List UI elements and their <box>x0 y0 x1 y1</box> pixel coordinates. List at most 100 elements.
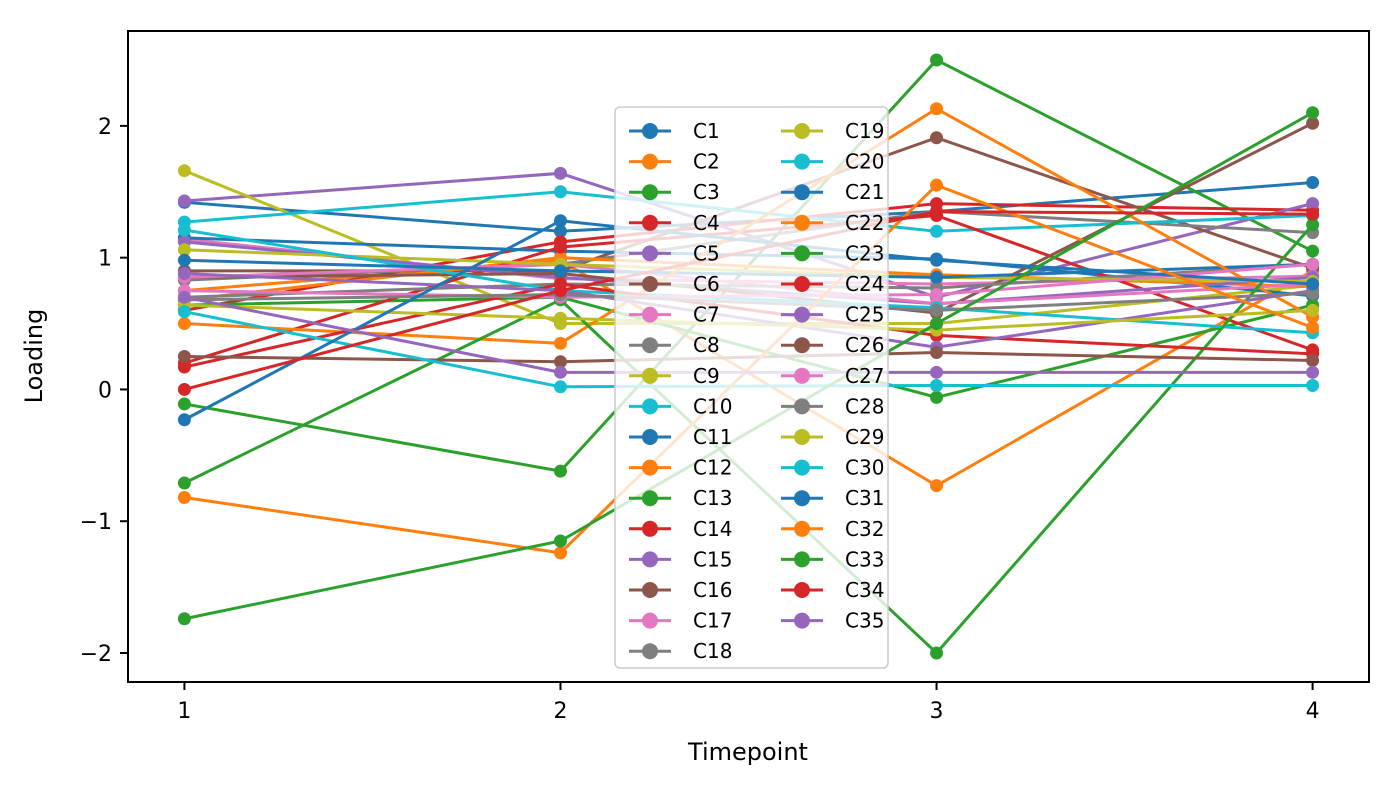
series-marker-C33 <box>553 534 567 548</box>
series-marker-C31 <box>553 214 567 228</box>
series-marker-C34 <box>553 284 567 298</box>
legend-label-C24: C24 <box>845 272 884 296</box>
series-marker-C32 <box>553 546 567 560</box>
series-marker-C23 <box>930 646 944 660</box>
y-tick-label: −1 <box>80 510 112 535</box>
legend: C1 C2 C3 C4 C5 C6 C7 C8 C9 C10 C11 C12 C13 C14 C15 C16 C… <box>614 106 889 669</box>
legend-label-C7: C7 <box>693 303 720 327</box>
series-marker-C28 <box>1306 286 1320 300</box>
series-marker-C3 <box>553 464 567 478</box>
series-marker-C9 <box>177 164 191 178</box>
legend-item-C14: C14 <box>629 517 732 541</box>
legend-marker-C17 <box>642 612 658 629</box>
legend-marker-C7 <box>642 306 658 323</box>
x-tick-label: 3 <box>930 699 944 724</box>
legend-marker-C9 <box>642 367 658 384</box>
legend-marker-C30 <box>794 459 810 476</box>
legend-label-C25: C25 <box>845 303 884 327</box>
series-marker-C31 <box>177 413 191 427</box>
y-tick-label: 0 <box>98 378 112 403</box>
legend-label-C33: C33 <box>845 547 884 571</box>
legend-marker-C28 <box>794 398 810 415</box>
legend-marker-C18 <box>642 643 658 660</box>
legend-label-C34: C34 <box>845 578 884 602</box>
legend-item-C7: C7 <box>629 303 720 327</box>
legend-marker-C29 <box>794 429 810 445</box>
series-marker-C24 <box>177 360 191 374</box>
legend-marker-C22 <box>794 214 810 231</box>
series-marker-C22 <box>177 317 191 331</box>
legend-label-C20: C20 <box>845 150 884 174</box>
series-marker-C30 <box>177 305 191 319</box>
legend-label-C31: C31 <box>845 486 884 510</box>
legend-marker-C11 <box>642 429 658 445</box>
axis-ticks: −2 −1 0 1 2 1 2 3 4 <box>80 115 1320 724</box>
series-marker-C10 <box>553 185 567 199</box>
x-tick-label: 1 <box>177 699 191 724</box>
legend-label-C26: C26 <box>845 333 884 357</box>
series-marker-C21 <box>177 253 191 267</box>
series-marker-C33 <box>1306 106 1320 120</box>
legend-label-C9: C9 <box>693 364 720 388</box>
legend-item-C23: C23 <box>781 241 884 265</box>
legend-marker-C4 <box>642 214 658 231</box>
legend-item-C10: C10 <box>629 394 732 418</box>
legend-marker-C27 <box>794 367 810 384</box>
series-marker-C26 <box>1306 353 1320 367</box>
legend-label-C10: C10 <box>693 394 732 418</box>
legend-item-C12: C12 <box>629 456 732 480</box>
series-marker-C31 <box>930 253 944 267</box>
legend-label-C15: C15 <box>693 547 732 571</box>
series-marker-C20 <box>177 223 191 237</box>
legend-item-C19: C19 <box>781 119 884 143</box>
legend-label-C35: C35 <box>845 609 884 633</box>
series-marker-C35 <box>1306 365 1320 379</box>
series-marker-C34 <box>1306 207 1320 221</box>
series-marker-C13 <box>930 390 944 404</box>
series-marker-C5 <box>177 194 191 208</box>
series-marker-C28 <box>930 303 944 317</box>
series-marker-C26 <box>177 350 191 363</box>
series-marker-C30 <box>930 378 944 392</box>
legend-marker-C10 <box>642 398 658 415</box>
x-tick-label: 2 <box>553 699 567 724</box>
legend-item-C4: C4 <box>629 211 720 235</box>
series-marker-C23 <box>1306 218 1320 232</box>
series-marker-C30 <box>1306 378 1320 392</box>
x-axis-label: Timepoint <box>687 738 808 766</box>
series-marker-C5 <box>553 166 567 180</box>
legend-item-C27: C27 <box>781 364 884 388</box>
plot-border <box>127 30 1370 683</box>
legend-marker-C12 <box>642 459 658 476</box>
legend-label-C23: C23 <box>845 241 884 265</box>
legend-item-C15: C15 <box>629 547 732 571</box>
series-marker-C34 <box>177 382 191 396</box>
legend-item-C18: C18 <box>629 639 732 663</box>
legend-item-C5: C5 <box>629 241 720 265</box>
legend-marker-C24 <box>794 276 810 292</box>
y-tick-label: 1 <box>98 247 112 272</box>
legend-label-C21: C21 <box>845 180 884 204</box>
series-marker-C32 <box>930 178 944 192</box>
legend-item-C6: C6 <box>629 272 720 296</box>
legend-item-C21: C21 <box>781 180 884 204</box>
legend-label-C32: C32 <box>845 517 884 541</box>
legend-item-C31: C31 <box>781 486 884 510</box>
legend-label-C13: C13 <box>693 486 732 510</box>
legend-marker-C26 <box>794 337 810 354</box>
legend-label-C8: C8 <box>693 333 720 357</box>
legend-item-C1: C1 <box>629 119 720 143</box>
legend-marker-C33 <box>794 551 810 568</box>
legend-marker-C14 <box>642 520 658 537</box>
legend-label-C1: C1 <box>693 119 720 143</box>
legend-marker-C13 <box>642 490 658 507</box>
series-marker-C31 <box>1306 277 1320 291</box>
legend-item-C24: C24 <box>781 272 884 296</box>
legend-item-C28: C28 <box>781 394 884 418</box>
legend-label-C3: C3 <box>693 180 720 204</box>
legend-label-C22: C22 <box>845 211 884 235</box>
series-marker-C23 <box>177 476 191 490</box>
series-marker-C27 <box>930 288 944 302</box>
legend-marker-C19 <box>794 123 810 139</box>
